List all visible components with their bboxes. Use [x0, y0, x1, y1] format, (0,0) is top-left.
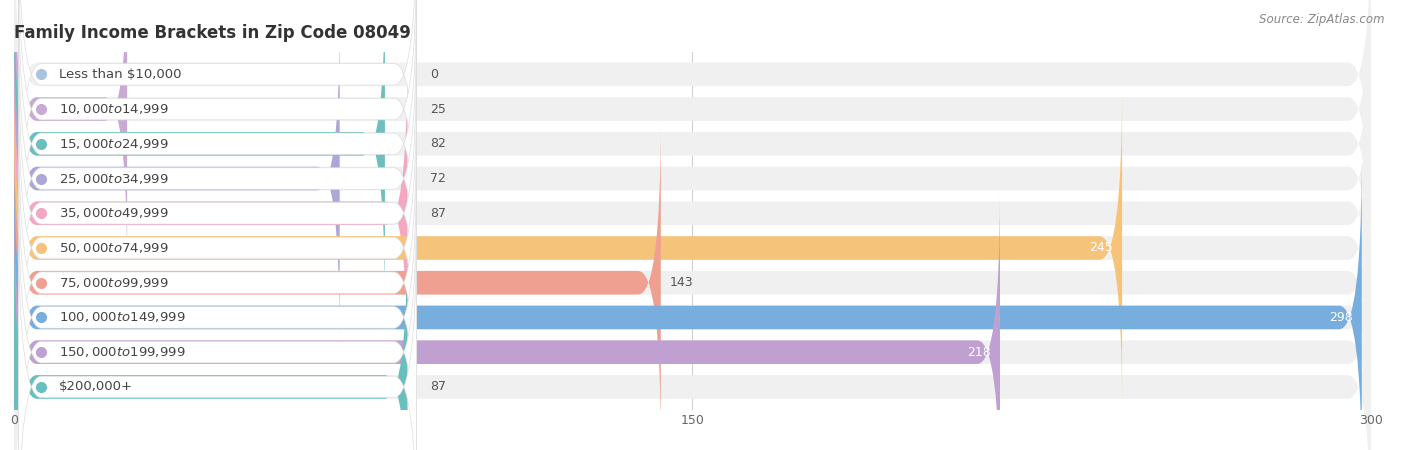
Text: 87: 87	[430, 207, 446, 220]
FancyBboxPatch shape	[14, 0, 1371, 236]
FancyBboxPatch shape	[18, 0, 416, 272]
FancyBboxPatch shape	[14, 121, 1371, 445]
FancyBboxPatch shape	[14, 156, 1371, 450]
Text: 25: 25	[430, 103, 446, 116]
FancyBboxPatch shape	[18, 16, 416, 342]
FancyBboxPatch shape	[14, 0, 1371, 306]
FancyBboxPatch shape	[14, 190, 1371, 450]
FancyBboxPatch shape	[14, 51, 408, 375]
Text: $150,000 to $199,999: $150,000 to $199,999	[59, 345, 186, 359]
Text: $75,000 to $99,999: $75,000 to $99,999	[59, 276, 169, 290]
FancyBboxPatch shape	[14, 225, 408, 450]
Text: $200,000+: $200,000+	[59, 380, 134, 393]
FancyBboxPatch shape	[14, 17, 340, 340]
FancyBboxPatch shape	[18, 120, 416, 446]
FancyBboxPatch shape	[14, 86, 1371, 410]
Text: 143: 143	[669, 276, 693, 289]
Text: $50,000 to $74,999: $50,000 to $74,999	[59, 241, 169, 255]
Text: $35,000 to $49,999: $35,000 to $49,999	[59, 206, 169, 220]
FancyBboxPatch shape	[14, 51, 1371, 375]
Text: 72: 72	[430, 172, 446, 185]
FancyBboxPatch shape	[18, 0, 416, 237]
FancyBboxPatch shape	[14, 0, 385, 306]
Text: 87: 87	[430, 380, 446, 393]
Text: $15,000 to $24,999: $15,000 to $24,999	[59, 137, 169, 151]
Text: Less than $10,000: Less than $10,000	[59, 68, 181, 81]
FancyBboxPatch shape	[14, 190, 1000, 450]
FancyBboxPatch shape	[14, 121, 661, 445]
FancyBboxPatch shape	[18, 154, 416, 450]
FancyBboxPatch shape	[14, 0, 127, 271]
FancyBboxPatch shape	[18, 189, 416, 450]
FancyBboxPatch shape	[14, 156, 1362, 450]
FancyBboxPatch shape	[18, 224, 416, 450]
FancyBboxPatch shape	[18, 50, 416, 376]
FancyBboxPatch shape	[18, 0, 416, 307]
FancyBboxPatch shape	[14, 86, 1122, 410]
Text: $25,000 to $34,999: $25,000 to $34,999	[59, 171, 169, 185]
Text: Source: ZipAtlas.com: Source: ZipAtlas.com	[1260, 14, 1385, 27]
FancyBboxPatch shape	[14, 225, 1371, 450]
Text: 298: 298	[1329, 311, 1353, 324]
Text: $100,000 to $149,999: $100,000 to $149,999	[59, 310, 186, 324]
FancyBboxPatch shape	[18, 85, 416, 411]
Text: Family Income Brackets in Zip Code 08049: Family Income Brackets in Zip Code 08049	[14, 24, 411, 42]
Text: 0: 0	[430, 68, 439, 81]
Text: $10,000 to $14,999: $10,000 to $14,999	[59, 102, 169, 116]
FancyBboxPatch shape	[14, 0, 1371, 271]
Text: 82: 82	[430, 137, 446, 150]
FancyBboxPatch shape	[14, 17, 1371, 340]
Text: 218: 218	[967, 346, 991, 359]
Text: 245: 245	[1090, 242, 1114, 255]
